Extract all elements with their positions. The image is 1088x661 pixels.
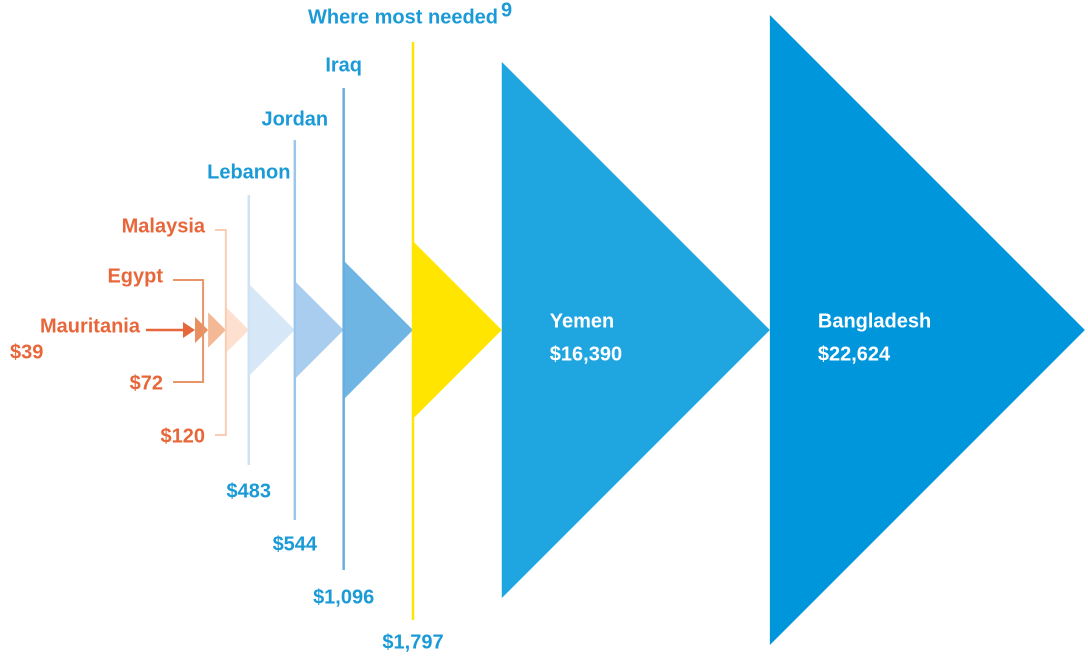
category-label: Where most needed	[308, 6, 498, 28]
value-label: $39	[10, 341, 43, 363]
value-label: $483	[227, 480, 272, 502]
triangle	[412, 241, 502, 419]
bracket	[215, 229, 227, 436]
value-label: $16,390	[550, 343, 622, 365]
value-label: $120	[161, 425, 206, 447]
value-label: $1,096	[313, 586, 374, 608]
triangle	[769, 15, 1085, 645]
value-label: $1,797	[382, 631, 443, 653]
category-label: Jordan	[261, 108, 328, 130]
category-label: Egypt	[107, 265, 163, 287]
category-label: Lebanon	[207, 161, 290, 183]
triangle	[208, 312, 226, 348]
footnote-mark: 9	[501, 0, 512, 21]
pointer-head	[183, 322, 195, 338]
value-label: $22,624	[818, 343, 891, 365]
triangle	[248, 283, 295, 377]
value-label: $544	[273, 533, 318, 555]
value-label: $72	[130, 372, 163, 394]
category-label: Iraq	[325, 54, 362, 76]
bracket	[173, 279, 205, 383]
triangle	[343, 260, 413, 400]
triangle	[501, 61, 770, 599]
triangle	[195, 316, 209, 344]
category-label: Mauritania	[40, 315, 141, 337]
triangle	[294, 281, 344, 379]
category-label: Bangladesh	[818, 310, 931, 332]
triangle	[225, 307, 249, 353]
category-label: Yemen	[550, 310, 614, 332]
category-label: Malaysia	[122, 215, 206, 237]
